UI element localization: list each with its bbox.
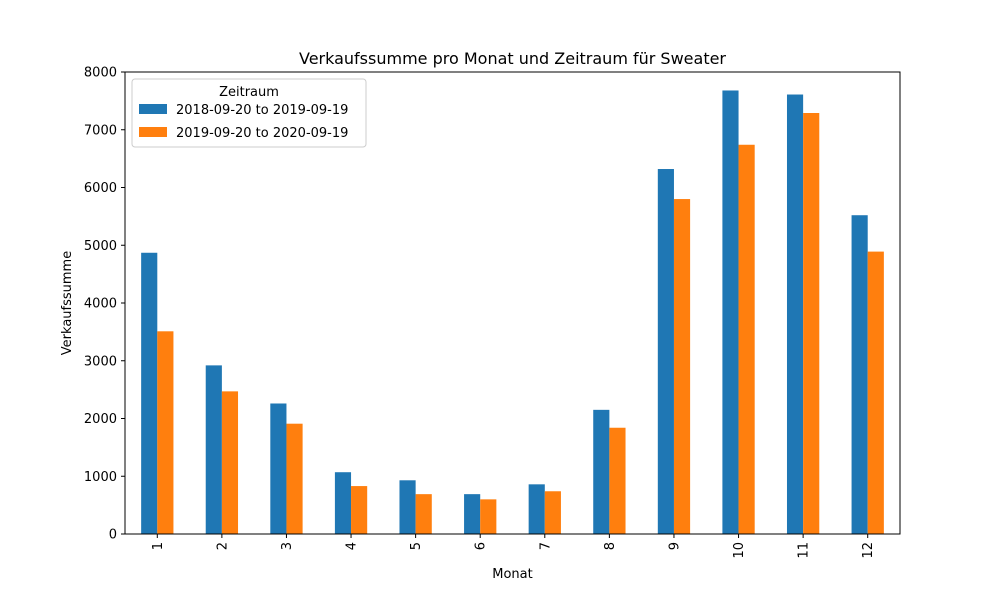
bar-series-2-month-4: [351, 486, 368, 534]
x-axis-label: Monat: [492, 567, 532, 582]
bar-series-2-month-12: [867, 251, 884, 534]
x-tick-label: 3: [280, 542, 295, 550]
bar-series-1-month-2: [205, 365, 222, 534]
legend: Zeitraum 2018-09-20 to 2019-09-19 2019-0…: [131, 78, 367, 148]
bar-series-1-month-11: [786, 94, 804, 535]
bar-series-2-month-10: [738, 144, 755, 534]
y-tick-label: 7000: [84, 123, 117, 138]
bar-series-1-month-6: [464, 494, 481, 534]
legend-swatch-series-2: [139, 127, 167, 137]
bar-series-1-month-9: [657, 169, 674, 534]
bar-series-2-month-2: [221, 391, 239, 534]
x-tick-label: 4: [345, 542, 360, 550]
x-tick-label: 12: [861, 542, 876, 559]
bar-series-2-month-1: [157, 331, 174, 534]
x-tick-label: 8: [603, 542, 618, 550]
x-tick-label: 11: [797, 542, 812, 559]
x-tick-label: 9: [667, 542, 682, 550]
y-axis-label: Verkaufssumme: [60, 251, 75, 355]
x-tick-label: 10: [732, 542, 747, 559]
bar-series-1-month-3: [270, 403, 287, 534]
bar-series-1-month-5: [399, 480, 416, 534]
y-tick-label: 6000: [84, 181, 117, 196]
bar-series-2-month-11: [803, 113, 820, 534]
bar-series-1-month-8: [593, 409, 610, 534]
legend-title: Zeitraum: [219, 85, 279, 100]
y-tick-label: 3000: [84, 354, 117, 369]
bars-group: [141, 90, 884, 535]
bar-series-1-month-4: [334, 472, 352, 534]
y-axis: 0 1000 2000 3000 4000 5000 6000 7000 8000: [84, 66, 125, 543]
y-tick-label: 8000: [84, 66, 117, 81]
x-tick-label: 6: [474, 542, 489, 550]
legend-swatch-series-1: [139, 104, 167, 114]
bar-series-2-month-3: [286, 423, 303, 534]
bar-series-1-month-7: [528, 484, 545, 534]
bar-series-1-month-1: [141, 252, 158, 534]
x-tick-label: 7: [538, 542, 553, 550]
chart-title: Verkaufssumme pro Monat und Zeitraum für…: [299, 49, 726, 68]
y-tick-label: 2000: [84, 412, 117, 427]
legend-label-series-2: 2019-09-20 to 2020-09-19: [176, 126, 348, 141]
x-axis: 1 2 3 4 5 6 7 8 9 10 11 12: [151, 534, 876, 559]
bar-series-1-month-10: [722, 90, 739, 534]
x-tick-label: 2: [215, 542, 230, 550]
bar-series-2-month-5: [415, 494, 432, 534]
legend-box: [131, 78, 367, 148]
bar-series-2-month-6: [480, 499, 497, 534]
y-tick-label: 1000: [84, 470, 117, 485]
y-tick-label: 5000: [84, 239, 117, 254]
bar-series-2-month-9: [673, 199, 691, 535]
x-tick-label: 5: [409, 542, 424, 550]
bar-series-2-month-7: [544, 491, 561, 534]
y-tick-label: 4000: [84, 297, 117, 312]
y-tick-label: 0: [109, 528, 117, 543]
bar-series-1-month-12: [851, 215, 868, 534]
x-tick-label: 1: [151, 542, 166, 550]
bar-series-2-month-8: [609, 427, 626, 534]
legend-label-series-1: 2018-09-20 to 2019-09-19: [176, 103, 348, 118]
